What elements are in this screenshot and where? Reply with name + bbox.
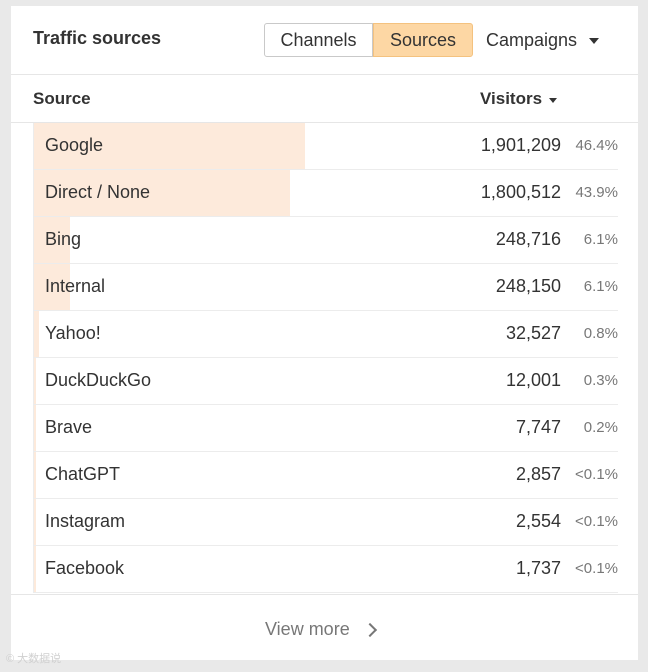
- view-more-link[interactable]: View more: [265, 619, 377, 640]
- tab-channels[interactable]: Channels: [264, 23, 373, 57]
- source-name: Yahoo!: [45, 323, 101, 343]
- share-bar: [34, 170, 291, 216]
- visitor-percent: 6.1%: [583, 278, 618, 295]
- source-name: Facebook: [45, 558, 125, 578]
- visitor-count: 2,857: [515, 464, 561, 484]
- share-bar: [34, 405, 36, 451]
- visitor-count: 32,527: [505, 323, 561, 343]
- table-row[interactable]: Direct / None 1,800,512 43.9%: [34, 170, 618, 217]
- visitor-count: 1,901,209: [480, 135, 561, 155]
- visitor-count: 248,716: [495, 229, 561, 249]
- view-tabs: Channels Sources Campaigns: [264, 23, 600, 57]
- visitor-count: 248,150: [495, 276, 561, 296]
- table-row[interactable]: Bing 248,716 6.1%: [34, 217, 618, 264]
- sources-table: Google 1,901,209 46.4% Direct / None 1,800,5…: [33, 123, 618, 593]
- source-name: ChatGPT: [45, 464, 121, 484]
- table-row[interactable]: DuckDuckGo 12,001 0.3%: [34, 358, 618, 405]
- source-name: Bing: [45, 229, 82, 249]
- card-title: Traffic sources: [33, 28, 162, 48]
- column-header-source: Source: [33, 89, 91, 108]
- visitor-count: 7,747: [515, 417, 561, 437]
- source-name: Internal: [45, 276, 106, 296]
- tab-sources[interactable]: Sources: [373, 23, 473, 57]
- watermark: © 大数据说: [6, 653, 62, 665]
- traffic-sources-card: Traffic sources Channels Sources Campaig…: [11, 6, 638, 660]
- share-bar: [34, 311, 39, 357]
- share-bar: [34, 358, 36, 404]
- table-row[interactable]: Brave 7,747 0.2%: [34, 405, 618, 452]
- visitor-percent: 46.4%: [575, 137, 618, 154]
- card-header: Traffic sources Channels Sources Campaig…: [11, 6, 638, 75]
- view-more-label: View more: [265, 619, 350, 639]
- visitor-count: 1,800,512: [480, 182, 561, 202]
- share-bar: [34, 123, 305, 169]
- tab-campaigns-label: Campaigns: [486, 30, 578, 50]
- visitor-percent: <0.1%: [575, 513, 618, 530]
- caret-down-icon: [589, 38, 600, 44]
- source-name: DuckDuckGo: [45, 370, 152, 390]
- visitor-count: 12,001: [505, 370, 561, 390]
- visitor-percent: <0.1%: [575, 466, 618, 483]
- table-row[interactable]: Instagram 2,554 <0.1%: [34, 499, 618, 546]
- visitor-count: 1,737: [515, 558, 561, 578]
- share-bar: [34, 546, 36, 592]
- table-header: Source Visitors: [11, 75, 638, 123]
- visitor-percent: <0.1%: [575, 560, 618, 577]
- share-bar: [34, 264, 70, 310]
- share-bar: [34, 217, 70, 263]
- table-row[interactable]: Google 1,901,209 46.4%: [34, 123, 618, 170]
- chevron-right-icon: [362, 622, 377, 637]
- tab-campaigns-dropdown[interactable]: Campaigns: [473, 23, 600, 57]
- visitor-percent: 0.2%: [583, 419, 618, 436]
- column-header-visitors-label: Visitors: [480, 89, 543, 108]
- visitor-percent: 6.1%: [583, 231, 618, 248]
- source-name: Instagram: [45, 511, 126, 531]
- sort-desc-icon: [549, 98, 558, 103]
- card-footer: View more: [11, 594, 638, 661]
- table-row[interactable]: ChatGPT 2,857 <0.1%: [34, 452, 618, 499]
- column-header-visitors[interactable]: Visitors: [480, 89, 558, 109]
- source-name: Brave: [45, 417, 93, 437]
- visitor-count: 2,554: [515, 511, 561, 531]
- table-row[interactable]: Yahoo! 32,527 0.8%: [34, 311, 618, 358]
- visitor-percent: 0.8%: [583, 325, 618, 342]
- source-name: Google: [45, 135, 104, 155]
- visitor-percent: 0.3%: [583, 372, 618, 389]
- table-row[interactable]: Facebook 1,737 <0.1%: [34, 546, 618, 593]
- visitor-percent: 43.9%: [575, 184, 618, 201]
- share-bar: [34, 452, 36, 498]
- source-name: Direct / None: [45, 182, 151, 202]
- table-row[interactable]: Internal 248,150 6.1%: [34, 264, 618, 311]
- share-bar: [34, 499, 36, 545]
